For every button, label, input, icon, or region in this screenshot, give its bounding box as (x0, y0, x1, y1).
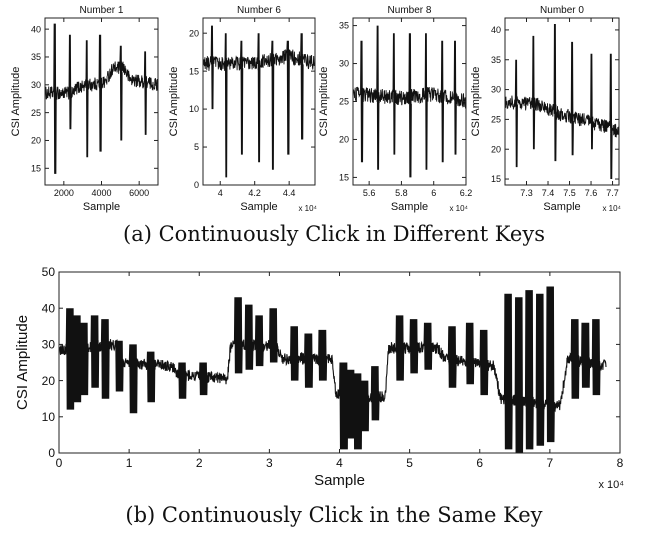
x-tick-label: 5 (406, 456, 413, 470)
y-tick-label: 35 (31, 52, 41, 62)
plot-frame (202, 17, 316, 186)
y-tick-label: 30 (31, 80, 41, 90)
y-tick-label: 25 (491, 115, 501, 125)
chart-title: Number 8 (388, 5, 432, 16)
y-tick-label: 20 (189, 28, 199, 38)
x-tick-label: 4.2 (248, 188, 261, 198)
chart-title: Number 6 (237, 5, 281, 16)
y-tick-label: 20 (491, 144, 501, 154)
y-tick-label: 15 (189, 66, 199, 76)
y-tick-label: 15 (339, 173, 349, 183)
y-axis-label: CSI Amplitude (470, 67, 482, 137)
x-tick-label: 4.4 (283, 188, 296, 198)
y-tick-label: 35 (339, 21, 349, 31)
caption-a: (a) Continuously Click in Different Keys (123, 222, 545, 246)
x-multiplier: x 10⁴ (298, 204, 317, 213)
x-tick-label: 5.8 (395, 188, 408, 198)
csi-trace (45, 23, 158, 174)
y-axis-label: CSI Amplitude (168, 67, 180, 137)
y-tick-label: 50 (42, 265, 56, 279)
y-tick-label: 15 (491, 174, 501, 184)
y-tick-label: 0 (48, 446, 55, 460)
x-multiplier: x 10⁴ (449, 204, 468, 213)
y-tick-label: 30 (42, 338, 56, 352)
y-tick-label: 40 (491, 25, 501, 35)
csi-trace (353, 25, 466, 178)
x-tick-label: 6 (476, 456, 483, 470)
x-tick-label: 7.5 (563, 188, 576, 198)
chart-title: Number 1 (80, 5, 124, 16)
y-axis-label: CSI Amplitude (10, 67, 22, 137)
chart-panel-4: Number 0 7.3 7.4 7.5 7.6 7.7 15 20 25 30 35 40 Sampl… (470, 5, 622, 213)
x-tick-label: 7.6 (585, 188, 598, 198)
x-tick-label: 1 (126, 456, 133, 470)
y-tick-label: 10 (189, 104, 199, 114)
csi-trace (59, 286, 607, 453)
x-tick-label: 4 (218, 188, 223, 198)
y-tick-label: 25 (339, 97, 349, 107)
chart-panel-1: Number 1 2000 4000 6000 15 20 25 30 35 40 Sample CS… (10, 5, 159, 213)
x-multiplier: x 10⁴ (598, 479, 624, 491)
y-tick-label: 40 (31, 24, 41, 34)
y-axis-label: CSI Amplitude (14, 315, 31, 410)
y-tick-label: 35 (491, 55, 501, 65)
y-tick-label: 40 (42, 301, 56, 315)
y-axis-label: CSI Amplitude (318, 67, 330, 137)
csi-trace (505, 23, 619, 180)
y-tick-label: 0 (194, 180, 199, 190)
caption-b: (b) Continuously Click in the Same Key (125, 503, 543, 527)
x-tick-label: 5.6 (363, 188, 376, 198)
y-tick-label: 30 (491, 85, 501, 95)
chart-panel-2: Number 6 4 4.2 4.4 0 5 10 15 20 Sample x 10⁴ CSI Am… (168, 5, 318, 213)
x-tick-label: 6 (431, 188, 436, 198)
x-tick-label: 7.7 (606, 188, 619, 198)
chart-title: Number 0 (540, 5, 584, 16)
chart-panel-5: 0 1 2 3 4 5 6 7 8 0 10 20 30 40 50 Sample x 10⁴ CSI Ampli… (14, 265, 624, 491)
x-tick-label: 8 (617, 456, 624, 470)
x-tick-label: 7.3 (520, 188, 533, 198)
x-tick-label: 4000 (91, 188, 111, 198)
y-tick-label: 20 (339, 135, 349, 145)
y-tick-label: 25 (31, 108, 41, 118)
x-axis-label: Sample (83, 201, 120, 213)
x-tick-label: 2000 (54, 188, 74, 198)
y-tick-label: 10 (42, 410, 56, 424)
csi-trace (203, 25, 315, 178)
y-tick-label: 30 (339, 59, 349, 69)
x-tick-label: 3 (266, 456, 273, 470)
x-tick-label: 2 (196, 456, 203, 470)
y-tick-label: 20 (31, 136, 41, 146)
x-axis-label: Sample (543, 201, 580, 213)
x-axis-label: Sample (391, 201, 428, 213)
x-tick-label: 6.2 (460, 188, 473, 198)
x-axis-label: Sample (314, 472, 365, 489)
x-tick-label: 7 (547, 456, 554, 470)
x-tick-label: 7.4 (542, 188, 555, 198)
x-axis-label: Sample (240, 201, 277, 213)
x-tick-label: 6000 (129, 188, 149, 198)
y-tick-label: 15 (31, 163, 41, 173)
x-tick-label: 4 (336, 456, 343, 470)
y-tick-label: 5 (194, 142, 199, 152)
x-tick-label: 0 (56, 456, 63, 470)
plot-frame (504, 17, 620, 186)
y-tick-label: 20 (42, 374, 56, 388)
chart-panel-3: Number 8 5.6 5.8 6 6.2 15 20 25 30 35 Sample x 10⁴ C… (318, 5, 472, 213)
x-multiplier: x 10⁴ (602, 204, 621, 213)
